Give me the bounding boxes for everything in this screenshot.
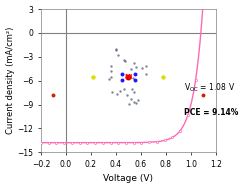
Point bbox=[130, 87, 134, 90]
Point bbox=[140, 66, 144, 69]
Point bbox=[110, 91, 113, 94]
Point bbox=[134, 101, 138, 105]
Y-axis label: Current density (mA/cm²): Current density (mA/cm²) bbox=[6, 27, 15, 134]
Point bbox=[110, 69, 113, 72]
Point bbox=[116, 54, 120, 57]
Point bbox=[122, 59, 126, 62]
Text: PCE = 9.14%: PCE = 9.14% bbox=[184, 108, 239, 117]
Point bbox=[161, 75, 165, 78]
Point bbox=[114, 49, 118, 52]
Point bbox=[132, 101, 136, 104]
X-axis label: Voltage (V): Voltage (V) bbox=[103, 174, 153, 184]
Point bbox=[127, 103, 130, 106]
Text: V$_\mathregular{OC}$ = 1.08 V: V$_\mathregular{OC}$ = 1.08 V bbox=[184, 82, 236, 94]
Point bbox=[144, 65, 148, 68]
Point bbox=[134, 65, 138, 68]
Point bbox=[120, 72, 124, 75]
Point bbox=[115, 92, 119, 95]
Point bbox=[133, 78, 136, 81]
Point bbox=[133, 72, 136, 75]
Point bbox=[125, 93, 129, 96]
Point bbox=[136, 98, 140, 101]
Text: Ni: Ni bbox=[124, 74, 133, 80]
Point bbox=[123, 60, 127, 63]
Point bbox=[129, 67, 133, 70]
Point bbox=[52, 93, 55, 96]
Point bbox=[132, 90, 136, 93]
Point bbox=[107, 77, 111, 80]
Point bbox=[109, 76, 113, 79]
Point bbox=[129, 97, 133, 100]
Point bbox=[144, 72, 148, 75]
Point bbox=[132, 62, 136, 65]
Point bbox=[120, 78, 124, 81]
Point bbox=[114, 48, 118, 51]
Point bbox=[127, 75, 130, 78]
Point bbox=[109, 64, 113, 67]
Point bbox=[118, 89, 122, 92]
Point bbox=[201, 93, 205, 96]
Point bbox=[91, 75, 95, 78]
Point bbox=[122, 88, 126, 91]
Point bbox=[131, 77, 135, 80]
